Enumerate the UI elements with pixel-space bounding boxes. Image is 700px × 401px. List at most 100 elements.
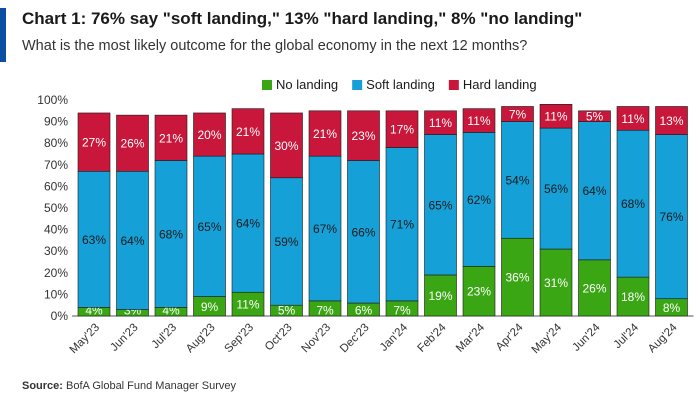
data-label: 67% <box>313 222 337 236</box>
bar-segment-soft-landing <box>616 129 650 278</box>
data-label: 19% <box>428 289 452 303</box>
bar-segment-soft-landing <box>655 134 688 300</box>
data-label: 54% <box>505 173 529 187</box>
data-label: 68% <box>621 197 645 211</box>
data-label: 64% <box>120 234 144 248</box>
data-label: 7% <box>509 108 527 122</box>
y-tick-label: 40% <box>44 223 68 237</box>
data-label: 9% <box>201 300 219 314</box>
bar-segment-soft-landing <box>424 134 457 276</box>
bar-segment-hard-landing <box>270 112 303 179</box>
bar-segment-soft-landing <box>231 153 265 293</box>
y-tick-label: 80% <box>44 136 68 150</box>
data-label: 21% <box>159 131 183 145</box>
data-label: 11% <box>467 114 490 128</box>
bar-segment-hard-landing <box>347 110 380 161</box>
data-label: 59% <box>274 235 298 249</box>
bar-segment-no-landing <box>616 276 650 317</box>
data-label: 64% <box>236 217 260 231</box>
x-tick-label: Apr'24 <box>494 321 526 353</box>
legend-swatch <box>352 80 363 90</box>
source-label: Source: <box>22 380 63 392</box>
bar-segment-hard-landing <box>385 110 419 148</box>
source-text: BofA Global Fund Manager Survey <box>66 380 237 392</box>
bar-segment-hard-landing <box>308 110 342 157</box>
bar-segment-hard-landing <box>154 114 188 161</box>
x-tick-label: Jul'24 <box>612 321 642 351</box>
y-tick-label: 10% <box>44 287 68 301</box>
bar-segment-hard-landing <box>578 110 611 122</box>
y-tick-label: 20% <box>44 266 68 280</box>
y-tick-label: 30% <box>44 244 68 258</box>
x-tick-label: Sep'23 <box>223 322 257 356</box>
data-label: 13% <box>659 114 683 128</box>
data-label: 7% <box>393 304 411 318</box>
data-label: 11% <box>621 112 644 126</box>
legend-swatch <box>262 80 272 90</box>
data-label: 36% <box>505 271 529 285</box>
x-tick-label: Mar'24 <box>454 321 488 355</box>
bar-segment-soft-landing <box>193 155 226 297</box>
x-tick-label: Jun'23 <box>108 322 140 354</box>
bar-segment-soft-landing <box>77 170 111 308</box>
bar-segment-no-landing <box>424 274 457 317</box>
data-label: 20% <box>197 128 221 142</box>
bar-segment-no-landing <box>462 266 496 317</box>
data-label: 66% <box>351 225 375 239</box>
accent-bar <box>0 8 6 62</box>
bar-segment-soft-landing <box>116 170 149 310</box>
y-tick-label: 50% <box>44 201 68 215</box>
bar-segment-soft-landing <box>308 155 342 302</box>
data-label: 18% <box>621 290 645 304</box>
bar-segment-hard-landing <box>616 106 650 131</box>
bar-segment-hard-landing <box>424 110 457 135</box>
data-label: 63% <box>82 233 106 247</box>
x-tick-label: Oct'23 <box>263 322 295 354</box>
data-label: 68% <box>159 227 183 241</box>
data-label: 8% <box>663 301 681 315</box>
data-label: 11% <box>544 110 567 124</box>
x-tick-label: Jan'24 <box>378 321 411 354</box>
data-label: 26% <box>582 281 606 295</box>
source-note: Source: BofA Global Fund Manager Survey <box>22 380 236 392</box>
legend-label: Soft landing <box>366 77 435 92</box>
chart-subtitle: What is the most likely outcome for the … <box>22 38 528 54</box>
bar-segment-no-landing <box>501 237 534 317</box>
bar-segment-hard-landing <box>116 114 149 172</box>
x-tick-label: Nov'23 <box>300 322 334 356</box>
bar-segment-hard-landing <box>193 112 226 157</box>
data-label: 23% <box>351 129 375 143</box>
y-tick-label: 100% <box>37 93 68 107</box>
bar-segment-hard-landing <box>501 106 534 122</box>
x-tick-label: Jun'24 <box>570 321 603 354</box>
bar-segment-hard-landing <box>77 112 111 172</box>
chart-title: Chart 1: 76% say "soft landing," 13% "ha… <box>22 9 583 28</box>
data-label: 30% <box>274 139 298 153</box>
data-label: 5% <box>586 110 604 124</box>
data-label: 31% <box>544 276 568 290</box>
data-label: 11% <box>429 116 452 130</box>
bar-segment-soft-landing <box>154 160 188 308</box>
data-label: 65% <box>197 220 221 234</box>
bar-segment-soft-landing <box>270 177 303 306</box>
x-tick-label: Aug'24 <box>646 321 680 355</box>
data-label: 17% <box>390 123 414 137</box>
data-label: 5% <box>278 304 296 318</box>
data-label: 65% <box>428 198 452 212</box>
bar-segment-hard-landing <box>231 108 265 155</box>
data-label: 7% <box>316 304 334 318</box>
data-label: 6% <box>355 304 373 318</box>
y-tick-label: 70% <box>44 158 68 172</box>
data-label: 11% <box>236 298 259 312</box>
bar-segment-hard-landing <box>655 106 688 135</box>
bar-segment-soft-landing <box>347 160 380 304</box>
bar-segment-hard-landing <box>539 104 573 129</box>
x-tick-label: Feb'24 <box>416 321 450 355</box>
x-tick-label: Jul'23 <box>150 322 179 351</box>
data-label: 21% <box>236 125 260 139</box>
bar-segment-soft-landing <box>578 121 611 261</box>
data-label: 76% <box>659 210 683 224</box>
y-tick-label: 60% <box>44 179 68 193</box>
bar-segment-soft-landing <box>539 127 573 250</box>
